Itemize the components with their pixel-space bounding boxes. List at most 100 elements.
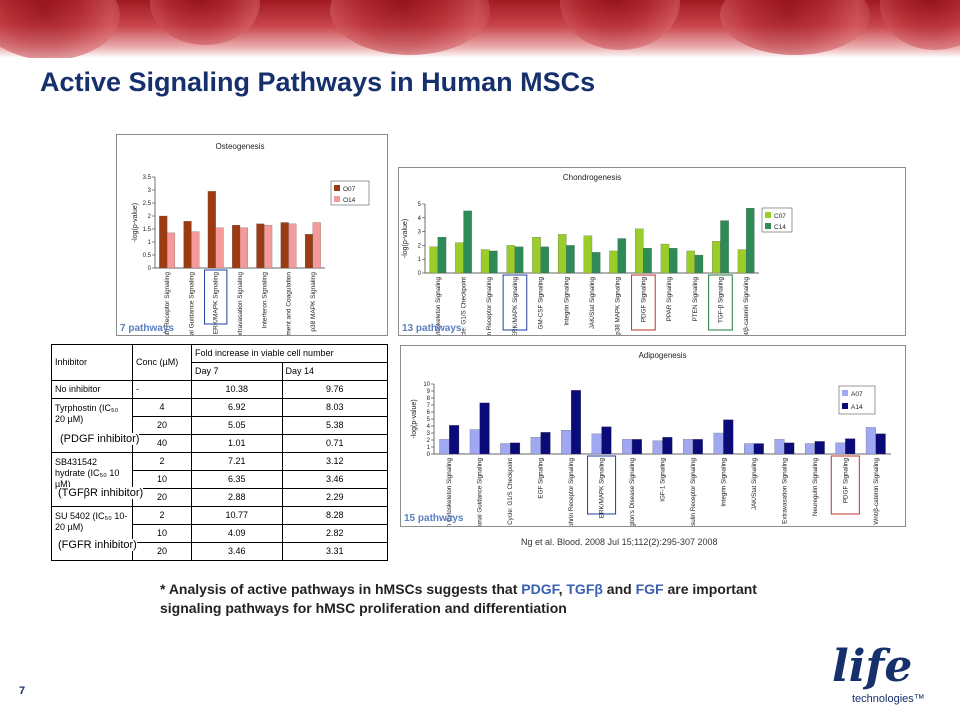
y-tick-label: 1: [418, 257, 422, 263]
x-tick-label: Leukocyte Extravasation Signaling: [781, 458, 788, 526]
note-fgf: FGF: [635, 581, 664, 597]
bar-c14-gm-csf-signaling: [540, 246, 549, 274]
x-tick-label: Death Receptor Signaling: [164, 272, 171, 335]
highlight-box-erk-mapk-signaling: [204, 269, 228, 325]
day14-cell: 3.46: [281, 470, 389, 489]
y-tick-label: 1: [427, 445, 431, 451]
x-tick-label: Interferon Signaling: [261, 272, 268, 329]
chondrogenesis-chart: Chondrogenesis -log(p-value) 0 1 2 3 4 5 Actin C…: [402, 173, 793, 335]
bar-c07-p38-mapk-signaling: [609, 250, 618, 274]
day7-cell: 10.77: [191, 506, 283, 525]
note-tgfb: TGFβ: [566, 581, 603, 597]
x-tick-label: Cell Cycle: G1/S Checkpoint: [507, 458, 514, 526]
y-tick-label: 2: [148, 214, 152, 220]
highlight-box-pdgf-signaling: [830, 455, 860, 515]
header-day7: Day 7: [191, 362, 283, 381]
highlight-box-pdgf-signaling: [631, 274, 656, 331]
bar-a14-egf-signaling: [540, 432, 551, 455]
y-tick-label: 8: [427, 396, 431, 402]
bar-c07-erk-mapk-signaling: [506, 245, 516, 274]
bar-a14-insulin-receptor-signaling: [692, 439, 703, 455]
bar-a07-ephrin-receptor-signaling: [561, 430, 572, 455]
table-header-row: Inhibitor Conc (µM) Fold increase in via…: [51, 344, 388, 381]
page-number: 7: [19, 685, 26, 697]
conc-cell: 20: [132, 542, 192, 561]
bar-a14-erk-mapk-signaling: [601, 426, 612, 455]
bar-c14-jak-stat-signaling: [591, 252, 601, 274]
bar-o14-axonal-guidance-signaling: [191, 231, 200, 269]
bar-o07-axonal-guidance-signaling: [183, 221, 192, 269]
bar-o07-death-receptor-signaling: [159, 215, 168, 269]
day7-cell: 2.88: [191, 488, 283, 507]
table-row: SB431542 hydrate (IC₅₀ 10 µM) 2 7.21 3.1…: [51, 452, 389, 507]
table-row: 20 2.88 2.29: [52, 488, 389, 507]
y-axis-label: -log(p-value): [402, 219, 409, 258]
legend-label-o14: O14: [343, 197, 356, 204]
bar-a07-insulin-receptor-signaling: [683, 439, 694, 455]
legend-label-o07: O07: [343, 186, 356, 193]
x-tick-label: Leukocyte Extravasation Signaling: [237, 272, 244, 335]
bar-a07-pdgf-signaling: [835, 442, 846, 455]
highlight-box-tgf-signaling: [708, 274, 733, 331]
table-row: No inhibitor - 10.38 9.76: [51, 380, 389, 399]
x-tick-label: JAK/Stat Signaling: [751, 458, 758, 511]
analysis-note: * Analysis of active pathways in hMSCs s…: [160, 580, 760, 618]
header-fold: Fold increase in viable cell number: [191, 344, 388, 363]
y-tick-label: 0.5: [143, 253, 152, 259]
bar-c14-erk-mapk-signaling: [514, 246, 524, 274]
conc-cell: 2: [132, 506, 192, 525]
bar-c14-wnt-catenin-signaling: [746, 208, 755, 274]
day14-cell: 8.28: [281, 506, 389, 525]
legend-swatch-o07: [334, 185, 340, 191]
x-tick-label: Cell Cycle: G1/S Checkpoint: [461, 277, 468, 335]
y-tick-label: 7: [427, 403, 431, 409]
bar-o07-complement-and-coagulation: [280, 222, 289, 269]
y-tick-label: 5: [427, 417, 431, 423]
bar-a14-axonal-guidance-signaling: [479, 402, 490, 455]
conc-cell: -: [132, 380, 192, 399]
y-tick-label: 5: [418, 202, 422, 208]
x-tick-label: Ephrin Receptor Signaling: [568, 458, 575, 526]
chart-title: Osteogenesis: [216, 142, 265, 151]
adipogenesis-pathway-count: 15 pathways: [404, 513, 464, 524]
conc-cell: 10: [132, 470, 192, 489]
fgfr-inhibitor-tag: (FGFR inhibitor): [58, 539, 137, 551]
bar-a14-wnt-catenin-signaling: [875, 433, 886, 455]
bar-a14-integrin-signaling: [723, 419, 734, 455]
bar-c07-tgf-signaling: [712, 241, 721, 274]
x-tick-label: TGF-β Signaling: [717, 277, 724, 323]
x-tick-label: Insulin Receptor Signaling: [690, 458, 697, 526]
inhibitor-name-su5402: SU 5402 (IC₅₀ 10-20 µM): [51, 506, 133, 561]
bar-a07-igf-1-signaling: [652, 440, 663, 455]
logo-wordmark: life: [832, 641, 913, 692]
y-tick-label: 4: [427, 424, 431, 430]
legend-swatch-c07: [765, 212, 771, 218]
table-row: 10 6.35 3.46: [52, 470, 389, 489]
y-tick-label: 0: [418, 271, 422, 277]
conc-cell: 40: [132, 434, 192, 453]
bar-c14-p38-mapk-signaling: [617, 238, 627, 274]
x-tick-label: JAK/Stat Signaling: [589, 277, 596, 330]
osteogenesis-pathway-count: 7 pathways: [120, 323, 174, 334]
bar-a14-ephrin-receptor-signaling: [570, 390, 581, 455]
bar-a14-leukocyte-extravasation-signaling: [784, 442, 795, 455]
bar-a14-huntington-s-disease-signaling: [631, 439, 642, 455]
note-pdgf: PDGF: [521, 581, 559, 597]
x-tick-label: Neuregulin Signaling: [812, 458, 819, 517]
day14-cell: 2.82: [281, 524, 389, 543]
day14-cell: 5.38: [281, 416, 389, 435]
y-axis-label: -log(p-value): [132, 203, 139, 242]
x-tick-label: Complement and Coagulation: [286, 272, 293, 335]
note-and: and: [602, 581, 636, 597]
bar-a07-axonal-guidance-signaling: [469, 429, 480, 455]
bar-c07-pdgf-signaling: [635, 228, 644, 274]
header-conc: Conc (µM): [132, 344, 192, 381]
header-banner: [0, 0, 960, 58]
bar-c14-ppar-signaling: [668, 248, 678, 274]
pdgf-inhibitor-tag: (PDGF inhibitor): [60, 433, 140, 445]
bar-a07-egf-signaling: [530, 437, 541, 455]
y-tick-label: 3: [427, 431, 431, 437]
x-tick-label: PTEN Signaling: [692, 277, 699, 322]
bar-c14-integrin-signaling: [566, 245, 575, 274]
legend-label-c07: C07: [774, 213, 786, 220]
